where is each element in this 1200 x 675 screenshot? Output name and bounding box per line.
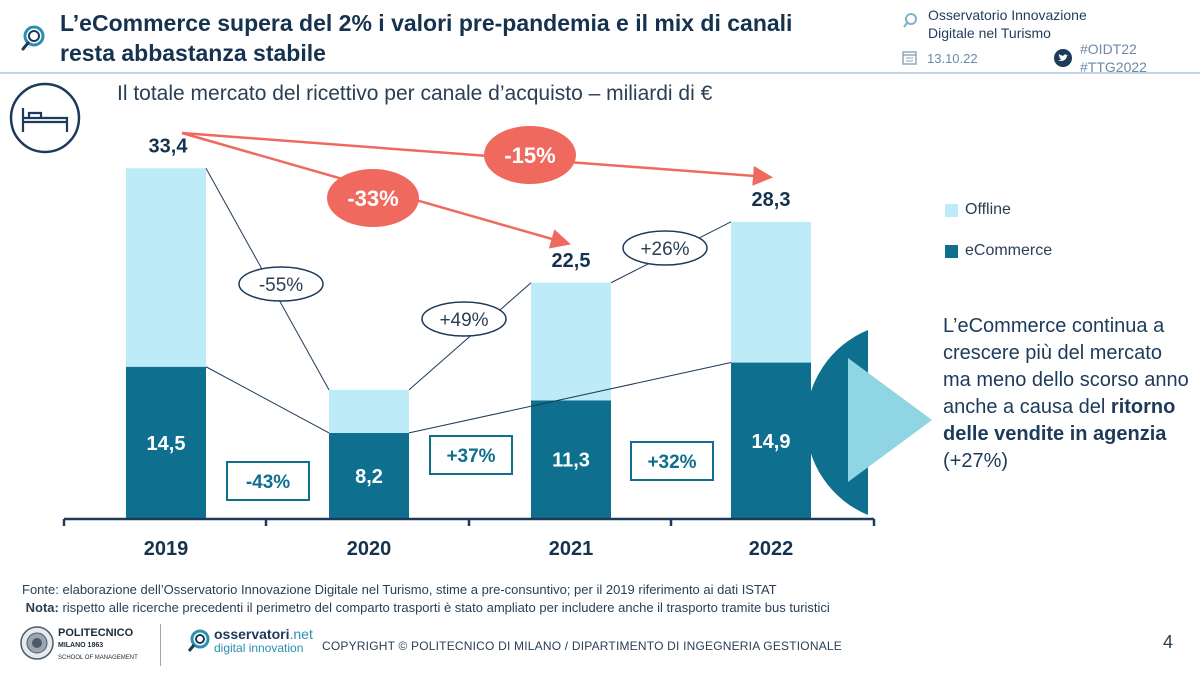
bar-offline-2022: [731, 221, 811, 363]
total-change-badge-1: [421, 301, 507, 337]
source-note: Fonte: elaborazione dell’Osservatorio In…: [22, 582, 777, 597]
polimi-name: POLITECNICO: [58, 627, 134, 639]
org-line-1: Osservatorio Innovazione: [928, 7, 1087, 23]
org-line-2: Digitale nel Turismo: [928, 25, 1051, 41]
footnote: Fonte: elaborazione dell’Osservatorio In…: [22, 581, 1192, 617]
polimi-seal-logo: [20, 626, 54, 660]
side-note-suffix: (+27%): [943, 450, 1009, 472]
osservatori-logo-icon: [187, 629, 210, 652]
ecommerce-value-label-2020: 8,2: [355, 466, 383, 488]
twitter-icon: [1054, 49, 1072, 67]
vs2019-label-2022: -15%: [504, 143, 555, 168]
methodology-note: Nota: rispetto alle ricerche precedenti …: [22, 599, 1192, 617]
osservatori-sub: digital innovation: [214, 641, 304, 655]
change-arrow-2022: [181, 131, 773, 186]
total-change-label-0: -55%: [259, 275, 303, 296]
play-arrow-icon: [808, 330, 932, 515]
total-change-label-1: +49%: [439, 310, 488, 331]
side-note-text: L’eCommerce continua a crescere più del …: [943, 315, 1189, 418]
bar-ecommerce-2022: [731, 362, 811, 519]
hashtag-ttg2022[interactable]: #TTG2022: [1080, 59, 1147, 75]
polimi-logo-text: POLITECNICO MILANO 1863 SCHOOL OF MANAGE…: [58, 628, 138, 663]
total-value-label-2022: 28,3: [752, 189, 791, 211]
x-tick-label-2019: 2019: [144, 538, 189, 560]
observatory-name: Osservatorio Innovazione Digitale nel Tu…: [928, 6, 1168, 42]
note-label: Nota:: [25, 600, 59, 615]
ecommerce-value-label-2019: 14,5: [147, 433, 186, 455]
total-change-badge-0: [238, 266, 324, 302]
bar-offline-2021: [531, 282, 611, 401]
header-divider: [0, 72, 1200, 74]
search-logo-icon: [21, 25, 45, 51]
bar-ecommerce-2021: [531, 400, 611, 519]
footer-separator: [160, 624, 161, 666]
bar-offline-2019: [126, 168, 206, 367]
osservatori-logo-text: osservatori.net digital innovation: [214, 627, 313, 655]
ecommerce-change-badge-0: [226, 461, 310, 501]
polimi-school: SCHOOL OF MANAGEMENT: [58, 655, 138, 661]
ecommerce-trend-line-0: [205, 366, 330, 434]
bar-ecommerce-2020: [329, 432, 409, 519]
ecommerce-value-label-2021: 11,3: [552, 450, 590, 472]
bar-offline-2020: [329, 389, 409, 433]
ecommerce-change-label-1: +37%: [446, 446, 495, 467]
page-number: 4: [1163, 632, 1174, 652]
osservatori-name: osservatori: [214, 626, 290, 642]
legend-swatch-ecommerce: [945, 245, 958, 258]
stacked-bar-chart: 14,5 33,4 2019 8,2 2020 11,3 22,5 2021 14,9 28,3 2…: [62, 126, 876, 560]
total-change-label-2: +26%: [640, 239, 689, 260]
total-change-badge-2: [622, 230, 708, 266]
ecommerce-trend-line-1: [408, 362, 732, 434]
total-value-label-2021: 22,5: [552, 250, 591, 272]
copyright: COPYRIGHT © POLITECNICO DI MILANO / DIPA…: [322, 639, 842, 653]
bar-ecommerce-2019: [126, 366, 206, 519]
vs2019-label-2021: -33%: [347, 186, 398, 211]
legend-label-ecommerce: eCommerce: [965, 242, 1053, 259]
page-title: L’eCommerce supera del 2% i valori pre-p…: [60, 10, 793, 66]
total-value-label-2019: 33,4: [149, 135, 189, 157]
x-tick-label-2020: 2020: [347, 538, 392, 560]
polimi-sub: MILANO 1863: [58, 642, 104, 649]
calendar-icon: [902, 51, 917, 65]
legend-label-offline: Offline: [965, 201, 1011, 218]
vs2019-badge-2022: [484, 126, 576, 184]
ecommerce-change-badge-1: [429, 435, 513, 475]
osservatori-net: .net: [289, 626, 313, 642]
ecommerce-change-label-2: +32%: [647, 452, 696, 473]
ecommerce-change-label-0: -43%: [246, 472, 290, 493]
search-small-icon: [903, 13, 917, 28]
ecommerce-value-label-2022: 14,9: [752, 431, 791, 453]
hashtags: #OIDT22 #TTG2022: [1080, 40, 1147, 76]
vs2019-badge-2021: [327, 169, 419, 227]
legend-swatch-offline: [945, 204, 958, 217]
x-tick-label-2022: 2022: [749, 538, 794, 560]
event-date: 13.10.22: [927, 51, 978, 66]
bed-icon: [9, 82, 81, 154]
hashtag-oidt22[interactable]: #OIDT22: [1080, 41, 1137, 57]
x-tick-label-2021: 2021: [549, 538, 594, 560]
side-note-bold: ritorno delle vendite in agenzia: [943, 396, 1176, 445]
chart-title: Il totale mercato del ricettivo per cana…: [117, 82, 713, 105]
ecommerce-change-badge-2: [630, 441, 714, 481]
note-text: rispetto alle ricerche precedenti il per…: [62, 600, 830, 615]
side-note: L’eCommerce continua a crescere più del …: [943, 313, 1193, 475]
